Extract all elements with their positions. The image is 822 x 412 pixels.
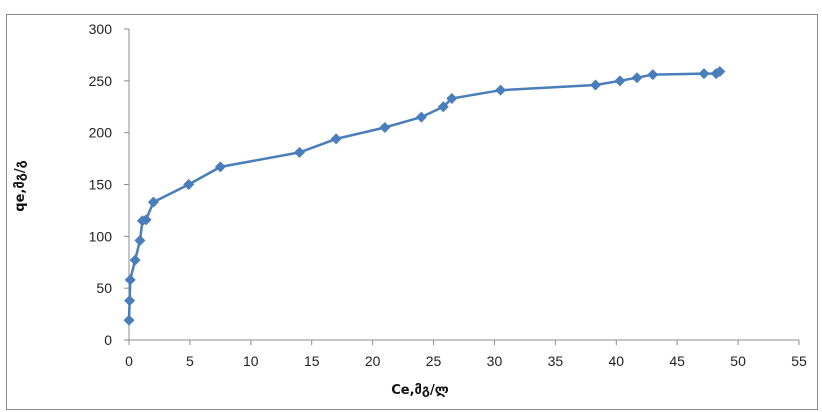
data-point-marker (446, 92, 458, 104)
y-tick-label: 50 (96, 280, 112, 296)
data-point-marker (140, 214, 152, 226)
data-point-marker (647, 69, 659, 81)
y-tick-label: 300 (89, 21, 113, 37)
data-point-marker (614, 75, 626, 87)
y-axis-title: qe,მგ/გ (13, 160, 28, 211)
x-tick-label: 55 (791, 353, 807, 369)
data-point-marker (415, 111, 427, 123)
y-axis-ticks: 0 50 100 150 200 250 300 (89, 21, 129, 348)
data-point-marker (214, 161, 226, 173)
data-point-marker (147, 196, 159, 208)
x-tick-label: 15 (304, 353, 320, 369)
x-tick-label: 40 (608, 353, 624, 369)
data-point-marker (379, 121, 391, 133)
data-point-marker (294, 146, 306, 158)
x-tick-label: 35 (548, 353, 564, 369)
data-point-marker (714, 66, 726, 78)
x-axis-ticks: 0 5 10 15 20 25 30 35 40 45 50 55 (125, 340, 807, 369)
data-point-marker (183, 179, 195, 190)
series-layer (123, 66, 726, 326)
x-tick-label: 10 (243, 353, 259, 369)
data-point-marker (330, 133, 342, 145)
x-tick-label: 5 (186, 353, 194, 369)
series-line (127, 70, 721, 321)
data-point-marker (437, 101, 449, 113)
data-point-marker (495, 84, 507, 96)
x-tick-label: 0 (125, 353, 133, 369)
data-point-marker (631, 72, 643, 84)
data-point-marker (129, 254, 141, 266)
x-tick-label: 30 (487, 353, 503, 369)
x-tick-label: 20 (365, 353, 381, 369)
y-tick-label: 100 (89, 228, 113, 244)
data-point-marker (123, 314, 135, 326)
y-tick-label: 250 (89, 73, 113, 89)
data-point-marker (134, 234, 146, 246)
x-tick-label: 25 (426, 353, 442, 369)
data-point-marker (590, 79, 602, 91)
chart-frame (6, 14, 818, 410)
y-tick-label: 150 (89, 177, 113, 193)
data-point-marker (124, 295, 136, 307)
data-point-marker (698, 68, 710, 80)
y-tick-label: 200 (89, 125, 113, 141)
x-axis-title: Ce,მგ/ლ (391, 383, 449, 398)
x-tick-label: 50 (730, 353, 746, 369)
data-point-marker (124, 274, 136, 286)
y-tick-label: 0 (104, 332, 112, 348)
axes (128, 29, 799, 341)
x-tick-label: 45 (669, 353, 685, 369)
